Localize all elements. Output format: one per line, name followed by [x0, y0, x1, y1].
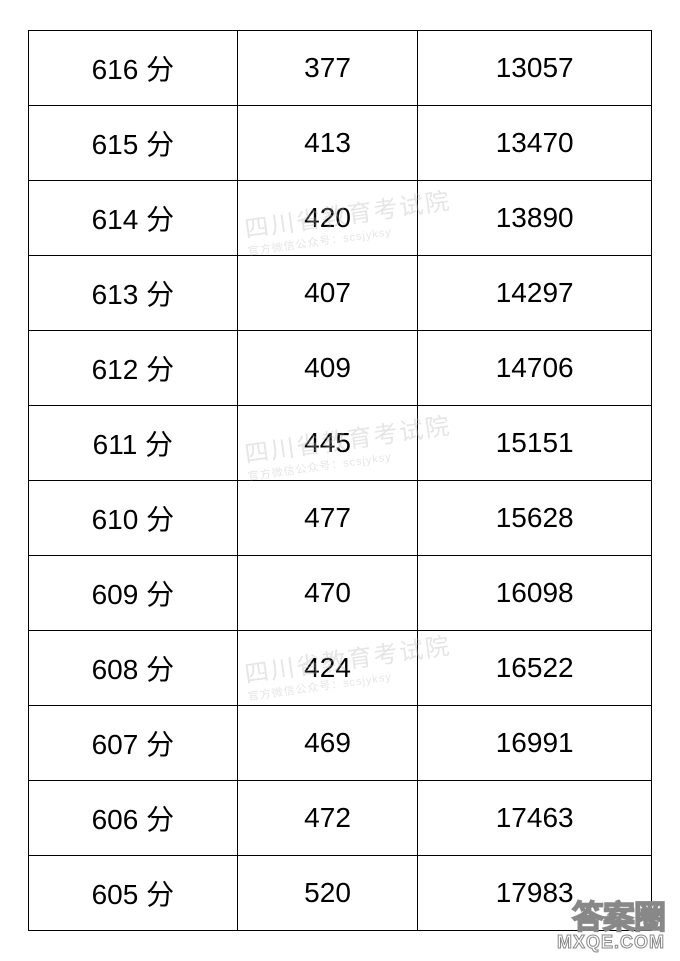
score-cell: 605 分: [29, 856, 238, 931]
count-cell: 377: [237, 31, 418, 106]
score-cell: 610 分: [29, 481, 238, 556]
score-distribution-table: 616 分37713057615 分41313470614 分420138906…: [28, 30, 652, 931]
cumulative-cell: 15628: [418, 481, 652, 556]
count-cell: 420: [237, 181, 418, 256]
score-cell: 606 分: [29, 781, 238, 856]
count-cell: 445: [237, 406, 418, 481]
score-cell: 613 分: [29, 256, 238, 331]
score-cell: 614 分: [29, 181, 238, 256]
cumulative-cell: 16522: [418, 631, 652, 706]
score-cell: 615 分: [29, 106, 238, 181]
cumulative-cell: 13890: [418, 181, 652, 256]
score-cell: 609 分: [29, 556, 238, 631]
count-cell: 407: [237, 256, 418, 331]
cumulative-cell: 13470: [418, 106, 652, 181]
count-cell: 477: [237, 481, 418, 556]
logo-text: 答案圈: [557, 903, 665, 932]
table-body: 616 分37713057615 分41313470614 分420138906…: [29, 31, 652, 931]
table-row: 612 分40914706: [29, 331, 652, 406]
cumulative-cell: 15151: [418, 406, 652, 481]
table-row: 609 分47016098: [29, 556, 652, 631]
logo-url: MXQE.COM: [557, 932, 665, 953]
table-row: 611 分44515151: [29, 406, 652, 481]
table-row: 613 分40714297: [29, 256, 652, 331]
table-row: 607 分46916991: [29, 706, 652, 781]
count-cell: 520: [237, 856, 418, 931]
table-row: 608 分42416522: [29, 631, 652, 706]
cumulative-cell: 16991: [418, 706, 652, 781]
table-row: 606 分47217463: [29, 781, 652, 856]
count-cell: 472: [237, 781, 418, 856]
score-cell: 612 分: [29, 331, 238, 406]
table-row: 615 分41313470: [29, 106, 652, 181]
cumulative-cell: 13057: [418, 31, 652, 106]
table-row: 614 分42013890: [29, 181, 652, 256]
score-cell: 607 分: [29, 706, 238, 781]
score-cell: 608 分: [29, 631, 238, 706]
cumulative-cell: 16098: [418, 556, 652, 631]
count-cell: 409: [237, 331, 418, 406]
count-cell: 470: [237, 556, 418, 631]
cumulative-cell: 17463: [418, 781, 652, 856]
score-cell: 616 分: [29, 31, 238, 106]
score-table-container: 616 分37713057615 分41313470614 分420138906…: [0, 0, 680, 961]
count-cell: 469: [237, 706, 418, 781]
count-cell: 424: [237, 631, 418, 706]
table-row: 616 分37713057: [29, 31, 652, 106]
score-cell: 611 分: [29, 406, 238, 481]
bottom-logo: 答案圈 MXQE.COM: [557, 903, 665, 953]
table-row: 610 分47715628: [29, 481, 652, 556]
count-cell: 413: [237, 106, 418, 181]
cumulative-cell: 14706: [418, 331, 652, 406]
cumulative-cell: 14297: [418, 256, 652, 331]
